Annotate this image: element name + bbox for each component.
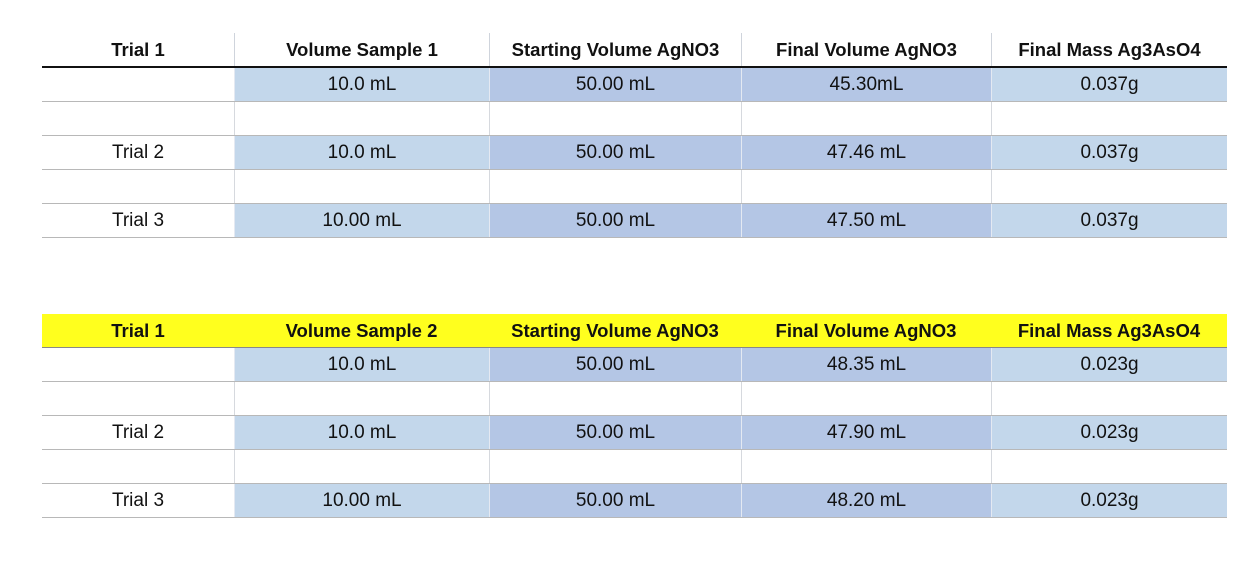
empty-cell[interactable] <box>489 382 741 415</box>
empty-cell[interactable] <box>741 102 991 135</box>
final-volume-cell[interactable]: 48.35 mL <box>741 348 991 381</box>
empty-cell[interactable] <box>741 382 991 415</box>
trial-cell[interactable]: Trial 3 <box>111 209 165 231</box>
header-trial[interactable]: Trial 1 <box>111 319 165 341</box>
final-volume-cell[interactable]: 48.20 mL <box>741 484 991 517</box>
starting-volume-cell[interactable]: 50.00 mL <box>489 348 741 381</box>
volume-sample-cell[interactable]: 10.00 mL <box>234 204 489 237</box>
trial-cell[interactable]: Trial 2 <box>111 141 165 163</box>
empty-cell[interactable] <box>489 170 741 203</box>
header-final-volume[interactable]: Final Volume AgNO3 <box>741 33 991 66</box>
header-final-mass[interactable]: Final Mass Ag3AsO4 <box>1017 319 1201 341</box>
starting-volume-cell[interactable]: 50.00 mL <box>489 416 741 449</box>
trial-cell[interactable] <box>42 68 234 101</box>
empty-cell[interactable] <box>991 102 1227 135</box>
table-row: 10.0 mL 50.00 mL 45.30mL 0.037g <box>42 68 1227 102</box>
volume-sample-cell[interactable]: 10.0 mL <box>234 68 489 101</box>
empty-cell[interactable] <box>234 450 489 483</box>
table-header-row: Trial 1 Volume Sample 2 Starting Volume … <box>42 314 1227 348</box>
table-header-row: Trial 1 Volume Sample 1 Starting Volume … <box>42 33 1227 68</box>
final-volume-cell[interactable]: 47.90 mL <box>741 416 991 449</box>
empty-cell[interactable] <box>42 102 234 135</box>
empty-row <box>42 102 1227 136</box>
empty-cell[interactable] <box>42 170 234 203</box>
starting-volume-cell[interactable]: 50.00 mL <box>489 68 741 101</box>
volume-sample-cell[interactable]: 10.0 mL <box>234 348 489 381</box>
starting-volume-cell[interactable]: 50.00 mL <box>489 136 741 169</box>
trial-cell[interactable]: Trial 3 <box>111 489 165 511</box>
empty-cell[interactable] <box>991 170 1227 203</box>
volume-sample-cell[interactable]: 10.00 mL <box>234 484 489 517</box>
volume-sample-cell[interactable]: 10.0 mL <box>234 416 489 449</box>
final-volume-cell[interactable]: 47.50 mL <box>741 204 991 237</box>
empty-cell[interactable] <box>741 450 991 483</box>
header-final-volume[interactable]: Final Volume AgNO3 <box>775 319 957 341</box>
volume-sample-cell[interactable]: 10.0 mL <box>234 136 489 169</box>
final-mass-cell[interactable]: 0.023g <box>991 484 1227 517</box>
empty-cell[interactable] <box>991 450 1227 483</box>
final-volume-cell[interactable]: 47.46 mL <box>741 136 991 169</box>
header-volume-sample[interactable]: Volume Sample 2 <box>285 319 438 341</box>
table-row: Trial 2 10.0 mL 50.00 mL 47.46 mL 0.037g <box>42 136 1227 170</box>
empty-cell[interactable] <box>42 382 234 415</box>
table-sample-1: Trial 1 Volume Sample 1 Starting Volume … <box>42 33 1227 238</box>
final-mass-cell[interactable]: 0.037g <box>991 136 1227 169</box>
empty-cell[interactable] <box>234 382 489 415</box>
final-mass-cell[interactable]: 0.023g <box>991 416 1227 449</box>
starting-volume-cell[interactable]: 50.00 mL <box>489 204 741 237</box>
header-volume-sample[interactable]: Volume Sample 1 <box>234 33 489 66</box>
header-trial[interactable]: Trial 1 <box>111 38 165 60</box>
empty-cell[interactable] <box>234 102 489 135</box>
empty-row <box>42 450 1227 484</box>
header-final-mass[interactable]: Final Mass Ag3AsO4 <box>991 33 1227 66</box>
header-starting-volume[interactable]: Starting Volume AgNO3 <box>511 319 719 341</box>
empty-cell[interactable] <box>489 450 741 483</box>
table-row: Trial 3 10.00 mL 50.00 mL 48.20 mL 0.023… <box>42 484 1227 518</box>
starting-volume-cell[interactable]: 50.00 mL <box>489 484 741 517</box>
table-row: 10.0 mL 50.00 mL 48.35 mL 0.023g <box>42 348 1227 382</box>
final-mass-cell[interactable]: 0.037g <box>991 204 1227 237</box>
table-row: Trial 2 10.0 mL 50.00 mL 47.90 mL 0.023g <box>42 416 1227 450</box>
empty-cell[interactable] <box>42 450 234 483</box>
trial-cell[interactable]: Trial 2 <box>111 421 165 443</box>
final-volume-cell[interactable]: 45.30mL <box>741 68 991 101</box>
final-mass-cell[interactable]: 0.037g <box>991 68 1227 101</box>
empty-cell[interactable] <box>991 382 1227 415</box>
table-row: Trial 3 10.00 mL 50.00 mL 47.50 mL 0.037… <box>42 204 1227 238</box>
trial-cell[interactable] <box>42 348 234 381</box>
empty-cell[interactable] <box>741 170 991 203</box>
table-sample-2: Trial 1 Volume Sample 2 Starting Volume … <box>42 314 1227 518</box>
empty-cell[interactable] <box>489 102 741 135</box>
empty-row <box>42 382 1227 416</box>
empty-cell[interactable] <box>234 170 489 203</box>
final-mass-cell[interactable]: 0.023g <box>991 348 1227 381</box>
empty-row <box>42 170 1227 204</box>
header-starting-volume[interactable]: Starting Volume AgNO3 <box>489 33 741 66</box>
